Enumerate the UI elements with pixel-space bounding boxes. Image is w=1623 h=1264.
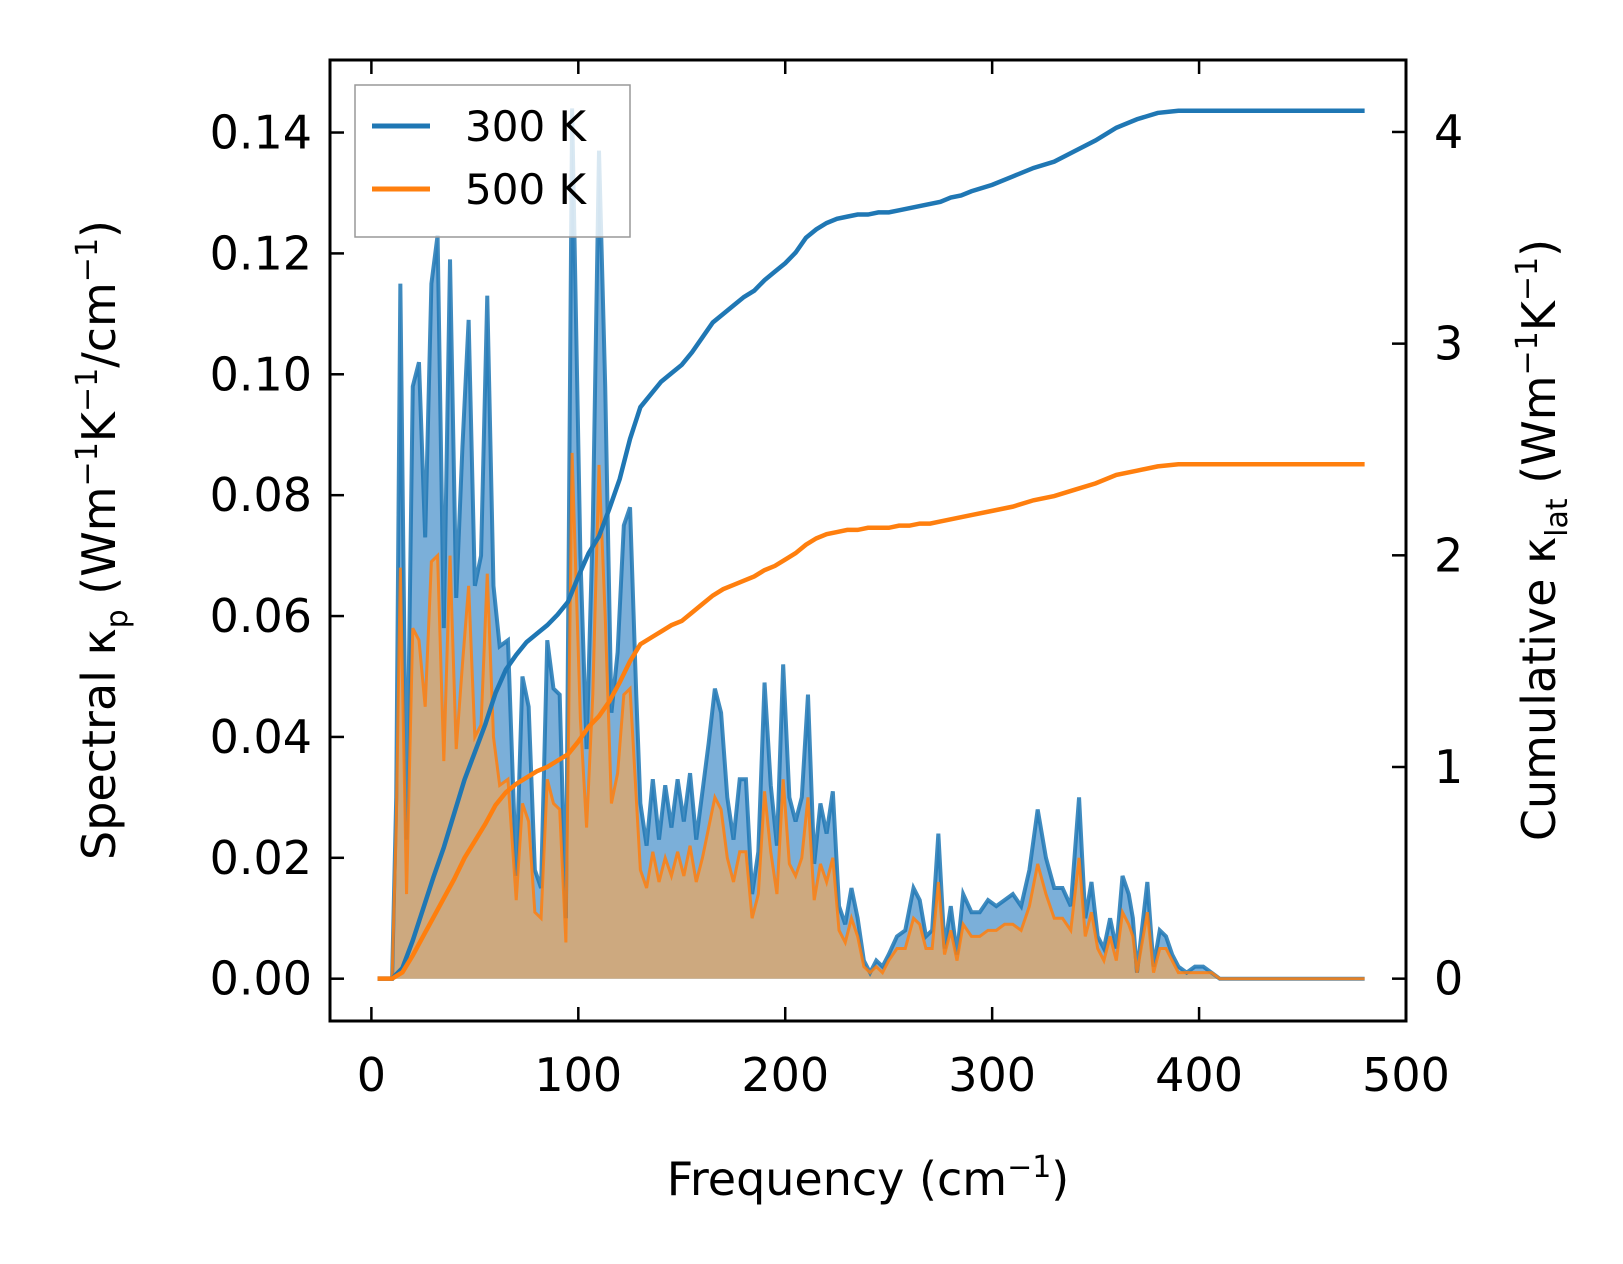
y-axis-left-label: Spectral κp (Wm−1K−1/cm−1): [70, 220, 135, 860]
y-left-tick-label: 0.14: [210, 106, 312, 160]
x-axis-label: Frequency (cm−1): [667, 1150, 1070, 1206]
cumulative-300k-line: [377, 108, 1365, 981]
y-left-tick-label: 0.08: [210, 468, 312, 522]
y-right-tick-label: 0: [1434, 952, 1463, 1006]
y-left-tick-label: 0.00: [210, 952, 312, 1006]
x-tick-label: 0: [357, 1048, 386, 1102]
x-tick-label: 400: [1155, 1048, 1243, 1102]
y-left-tick-label: 0.10: [210, 347, 312, 401]
axis-ticks: [330, 60, 1408, 1021]
spectral-500k-fill: [377, 452, 1365, 979]
y-left-tick-label: 0.12: [210, 226, 312, 280]
plot-frame: [328, 58, 1408, 1023]
axis-tick-labels: 0 100 200 300 400 500 0.00 0.02 0.04 0.06 0.08 0.10…: [210, 105, 1464, 1102]
y-right-tick-label: 2: [1434, 528, 1463, 582]
plot-area: [377, 108, 1365, 981]
legend-label-500k: 500 K: [465, 165, 588, 214]
x-tick-label: 300: [948, 1048, 1036, 1102]
y-right-tick-label: 3: [1434, 317, 1463, 371]
x-tick-label: 200: [741, 1048, 829, 1102]
y-left-tick-label: 0.06: [210, 589, 312, 643]
cumulative-500k-line: [377, 462, 1365, 981]
legend-label-300k: 300 K: [465, 102, 588, 151]
spectral-500k-line: [377, 452, 1365, 981]
y-axis-right-label: Cumulative κlat (Wm−1K−1): [1510, 239, 1575, 841]
spectral-300k-line: [377, 108, 1365, 981]
y-right-tick-label: 4: [1434, 105, 1463, 159]
y-right-tick-label: 1: [1434, 740, 1463, 794]
x-tick-label: 500: [1362, 1048, 1450, 1102]
x-tick-label: 100: [534, 1048, 622, 1102]
y-left-tick-label: 0.04: [210, 710, 312, 764]
y-left-tick-label: 0.02: [210, 831, 312, 885]
legend-box: [354, 84, 631, 238]
legend: 300 K 500 K: [354, 84, 631, 238]
